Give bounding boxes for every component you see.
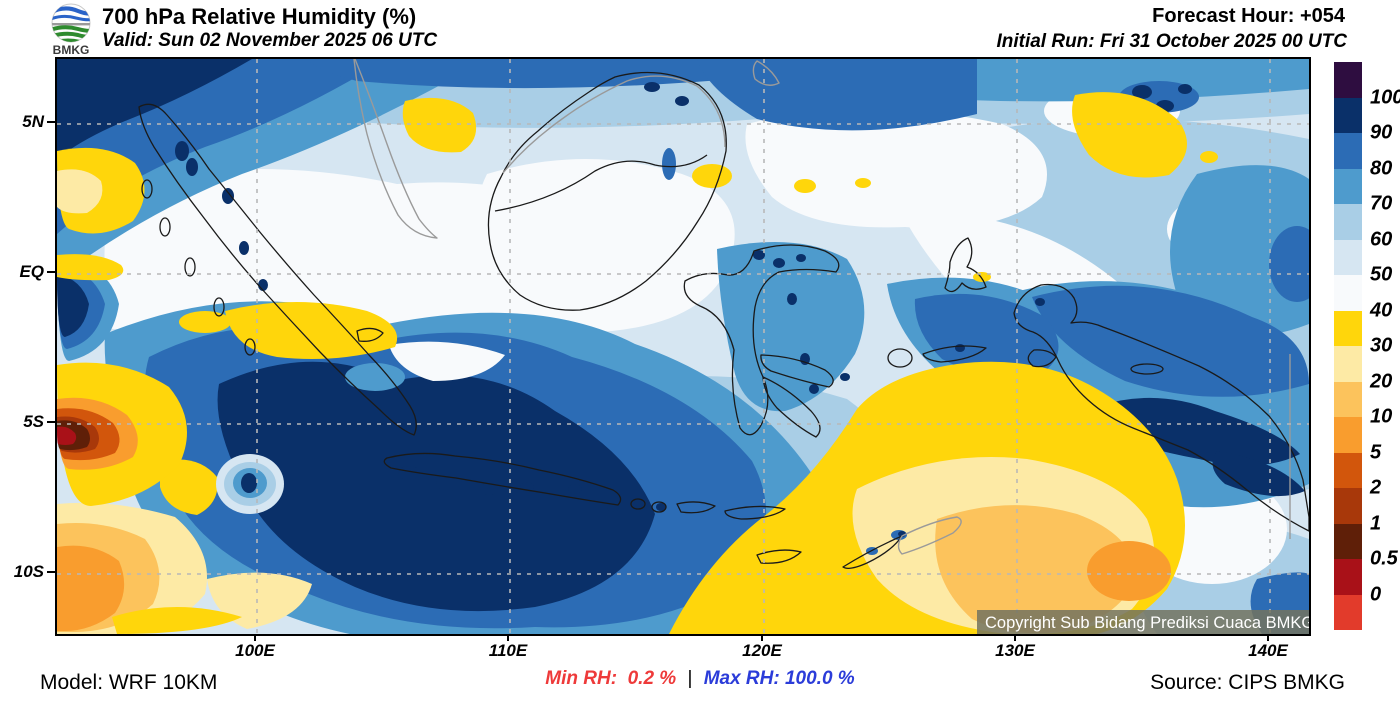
axis-tick xyxy=(47,121,55,123)
logo-text: BMKG xyxy=(53,43,90,56)
humidity-fill-regions xyxy=(57,59,1309,634)
colorbar-tick-label: 60 xyxy=(1370,228,1393,250)
kalimantan-border xyxy=(494,154,708,212)
min-rh-value: 0.2 % xyxy=(627,668,677,689)
coast-north-borneo xyxy=(502,75,726,174)
colorbar-segment xyxy=(1334,97,1362,133)
colorbar-segment xyxy=(1334,381,1362,417)
colorbar-tick-label: 70 xyxy=(1370,192,1393,215)
colorbar-segment xyxy=(1334,417,1362,453)
lon-axis-label: 120E xyxy=(742,641,782,660)
colorbar-tick-label: 50 xyxy=(1370,263,1393,286)
coast-sulawesi xyxy=(683,244,840,436)
forecast-hour: Forecast Hour: +054 xyxy=(1152,5,1345,27)
coast-papua xyxy=(1013,283,1309,532)
colorbar-tick-label: 1 xyxy=(1370,512,1382,534)
lon-axis-label: 100E xyxy=(235,641,275,660)
lat-axis-label: 10S xyxy=(13,562,44,581)
colorbar-segment xyxy=(1334,488,1362,524)
axis-tick xyxy=(507,634,509,641)
colorbar-segment xyxy=(1334,275,1362,311)
colorbar-segment xyxy=(1334,239,1362,275)
colorbar-segment xyxy=(1334,559,1362,595)
model-label: Model: WRF 10KM xyxy=(40,671,218,694)
page-title: 700 hPa Relative Humidity (%) xyxy=(102,4,417,29)
axis-tick xyxy=(1014,634,1016,641)
axis-tick xyxy=(1267,634,1269,641)
initial-run: Initial Run: Fri 31 October 2025 00 UTC xyxy=(996,31,1347,52)
lat-axis-label: 5S xyxy=(23,412,44,431)
valid-time: Valid: Sun 02 November 2025 06 UTC xyxy=(102,30,438,51)
colorbar-segment xyxy=(1334,523,1362,559)
colorbar-segment xyxy=(1334,594,1362,630)
coast-borneo xyxy=(487,71,727,311)
lon-axis-label: 130E xyxy=(995,641,1035,660)
bmkg-logo: BMKG xyxy=(44,1,100,57)
minmax-rh: Min RH: 0.2 % | Max RH: 100.0 % xyxy=(0,668,1400,690)
lon-axis-label: 110E xyxy=(488,641,528,660)
colorbar-segment xyxy=(1334,346,1362,382)
colorbar xyxy=(1334,62,1362,630)
axis-tick xyxy=(47,421,55,423)
colorbar-segment xyxy=(1334,133,1362,169)
lat-axis-label: 5N xyxy=(22,112,44,131)
colorbar-segment xyxy=(1334,310,1362,346)
colorbar-tick-label: 0 xyxy=(1370,583,1382,605)
humidity-field: Copyright Sub Bidang Prediksi Cuaca BMKG… xyxy=(57,59,1309,634)
lat-axis-label: EQ xyxy=(19,262,44,281)
max-rh-label: Max RH: 100.0 % xyxy=(703,668,855,689)
colorbar-segment xyxy=(1334,204,1362,240)
copyright-overlay: Copyright Sub Bidang Prediksi Cuaca BMKG… xyxy=(977,610,1309,634)
source-label: Source: CIPS BMKG xyxy=(1150,671,1345,694)
coast-malay-peninsula xyxy=(353,59,438,239)
colorbar-tick-label: 5 xyxy=(1370,441,1382,463)
colorbar-tick-label: 0.5 xyxy=(1370,547,1398,570)
copyright-text: Copyright Sub Bidang Prediksi Cuaca BMKG… xyxy=(985,614,1309,632)
minmax-separator: | xyxy=(687,668,693,689)
colorbar-tick-label: 2 xyxy=(1370,476,1382,499)
colorbar-segment xyxy=(1334,452,1362,488)
axis-tick xyxy=(254,634,256,641)
coast-mindanao xyxy=(752,60,780,86)
axis-tick xyxy=(47,571,55,573)
colorbar-tick-label: 10 xyxy=(1370,405,1393,428)
coast-halmahera xyxy=(944,237,987,293)
coast-java xyxy=(383,452,622,506)
lon-axis-label: 140E xyxy=(1248,641,1288,660)
colorbar-tick-label: 40 xyxy=(1370,299,1393,321)
foreign-coastlines xyxy=(353,59,1291,555)
coastlines xyxy=(138,71,1309,569)
colorbar-segment xyxy=(1334,168,1362,204)
min-rh-label: Min RH: 0.2 % xyxy=(545,668,677,689)
colorbar-segment xyxy=(1334,62,1362,98)
coast-sumatra xyxy=(138,103,417,436)
colorbar-tick-label: 20 xyxy=(1370,370,1393,392)
weather-map: Copyright Sub Bidang Prediksi Cuaca BMKG… xyxy=(55,57,1311,636)
coast-timor-east xyxy=(897,516,962,555)
colorbar-tick-label: 30 xyxy=(1370,334,1393,357)
colorbar-tick-label: 80 xyxy=(1370,157,1393,179)
axis-tick xyxy=(761,634,763,641)
gridlines xyxy=(57,59,1309,634)
colorbar-tick-label: 100 xyxy=(1370,86,1400,108)
max-rh-value: 100.0 % xyxy=(784,668,855,689)
axis-tick xyxy=(47,271,55,273)
coast-timor-west xyxy=(842,535,903,569)
colorbar-tick-label: 90 xyxy=(1370,121,1393,144)
